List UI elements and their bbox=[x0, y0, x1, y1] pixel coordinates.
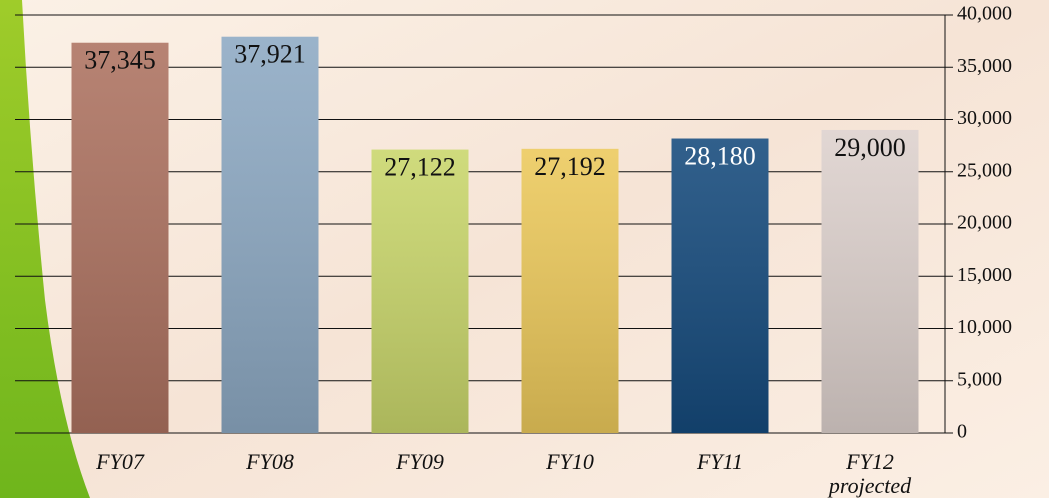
x-tick-label: FY07 bbox=[96, 449, 144, 474]
value-label: 27,122 bbox=[384, 153, 456, 182]
y-tick-label: 10,000 bbox=[957, 316, 1012, 338]
bar-shade bbox=[521, 148, 619, 433]
bar-shade bbox=[71, 42, 169, 433]
y-tick-label: 25,000 bbox=[957, 159, 1012, 181]
y-tick-label: 20,000 bbox=[957, 212, 1012, 234]
y-tick-label: 35,000 bbox=[957, 55, 1012, 77]
x-tick-label: FY11 bbox=[696, 449, 744, 474]
decor-swoosh bbox=[0, 0, 90, 498]
value-label: 37,345 bbox=[84, 46, 156, 75]
bar-shade bbox=[221, 36, 319, 433]
y-tick-label: 30,000 bbox=[957, 107, 1012, 129]
y-tick-label: 0 bbox=[957, 421, 967, 443]
bar-shade bbox=[671, 138, 769, 434]
x-tick-label: FY10 bbox=[546, 449, 594, 474]
x-tick-label: FY09 bbox=[396, 449, 444, 474]
bar-shade bbox=[371, 149, 469, 433]
y-tick-label: 15,000 bbox=[957, 264, 1012, 286]
y-tick-label: 5,000 bbox=[957, 368, 1002, 390]
x-tick-label: FY12 projected bbox=[828, 449, 912, 498]
value-label: 27,192 bbox=[534, 152, 606, 181]
value-label: 29,000 bbox=[834, 133, 906, 162]
value-label: 28,180 bbox=[684, 141, 756, 170]
y-tick-label: 40,000 bbox=[957, 3, 1012, 25]
bar-shade bbox=[821, 129, 919, 433]
x-tick-label: FY08 bbox=[246, 449, 294, 474]
value-label: 37,921 bbox=[234, 40, 306, 69]
